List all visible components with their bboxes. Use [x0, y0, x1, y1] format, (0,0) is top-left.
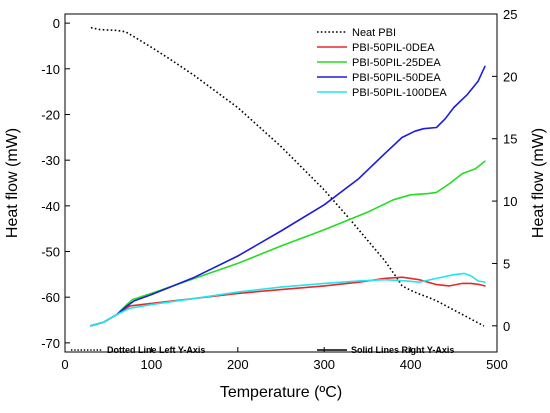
y-right-tick-label: 25: [503, 7, 517, 22]
legend: Neat PBI PBI-50PIL-0DEA PBI-50PIL-25DEA …: [317, 27, 447, 99]
legend-label-0dea: PBI-50PIL-0DEA: [352, 42, 435, 54]
legend-label-neat-pbi: Neat PBI: [352, 27, 396, 39]
y-left-tick-label: -50: [41, 245, 60, 260]
series-line-pbi-50pil-100dea: [90, 272, 486, 327]
x-tick-label: 500: [486, 357, 508, 372]
x-tick-label: 0: [61, 357, 68, 372]
y-left-tick-label: -40: [41, 199, 60, 214]
x-tick-label: 200: [227, 357, 249, 372]
y-right-tick-label: 15: [503, 132, 517, 147]
x-tick-label: 400: [400, 357, 422, 372]
y-right-tick-label: 0: [503, 319, 510, 334]
note-left-text: Dotted Line Left Y-Axis: [107, 345, 205, 355]
y-left-tick-label: -20: [41, 107, 60, 122]
y-right-tick-label: 20: [503, 69, 517, 84]
series-line-neat-pbi: [90, 26, 485, 327]
y-left-tick-label: -30: [41, 153, 60, 168]
x-axis-title: Temperature (ºC): [220, 384, 342, 401]
plot-frame: [64, 13, 498, 353]
series-line-pbi-50pil-25dea: [90, 160, 486, 327]
y-right-tick-label: 5: [503, 256, 510, 271]
note-right-text: Solid Lines Right Y-Axis: [351, 345, 454, 355]
y-left-tick-label: -60: [41, 290, 60, 305]
y-left-tick-label: -70: [41, 336, 60, 351]
y-axis-right-title: Heat flow (mW): [530, 128, 547, 238]
note-right: Solid Lines Right Y-Axis: [317, 345, 454, 355]
note-left: Dotted Line Left Y-Axis: [71, 345, 205, 355]
y-left-tick-label: 0: [53, 16, 60, 31]
y-right-tick-label: 10: [503, 194, 517, 209]
legend-label-100dea: PBI-50PIL-100DEA: [352, 87, 447, 99]
series-layer: [90, 26, 486, 327]
y-left-tick-label: -10: [41, 62, 60, 77]
x-tick-label: 100: [141, 357, 163, 372]
y-axis-left-title: Heat flow (mW): [4, 128, 21, 238]
legend-label-25dea: PBI-50PIL-25DEA: [352, 57, 441, 69]
series-line-pbi-50pil-0dea: [90, 276, 486, 327]
x-tick-label: 300: [313, 357, 335, 372]
legend-label-50dea: PBI-50PIL-50DEA: [352, 72, 441, 84]
series-line-pbi-50pil-50dea: [90, 65, 486, 327]
ticks-layer: 0 100 200 300 400 5000-10-20-30-40-50-60-7005…: [41, 7, 517, 372]
